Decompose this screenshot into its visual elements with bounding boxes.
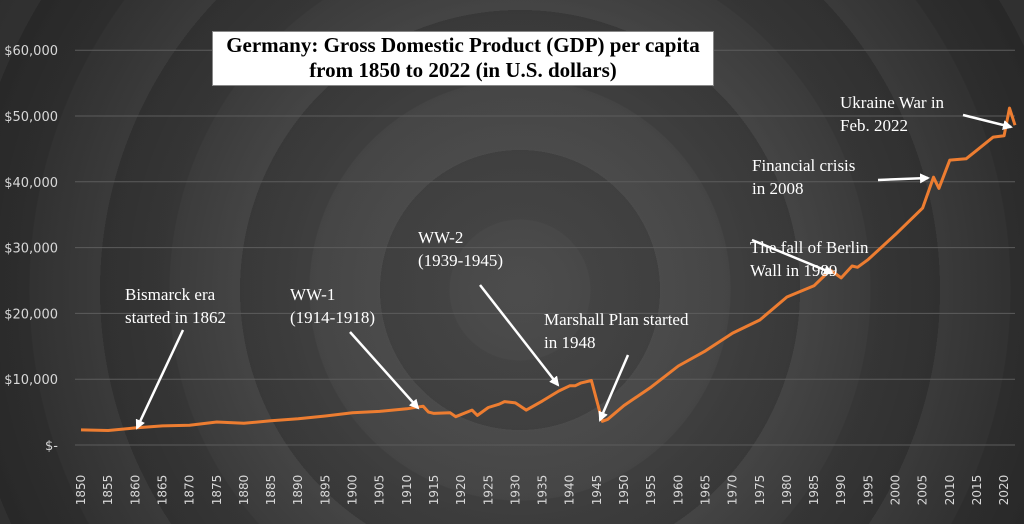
x-tick-label: 1865 — [155, 475, 169, 506]
x-tick-label: 1955 — [644, 475, 658, 506]
y-tick-label: $20,000 — [4, 307, 58, 322]
annotation-text: Feb. 2022 — [840, 116, 908, 135]
y-tick-label: $- — [45, 439, 58, 454]
title-line-1: Germany: Gross Domestic Product (GDP) pe… — [226, 33, 700, 57]
x-tick-label: 1925 — [481, 475, 495, 506]
x-tick-label: 1920 — [454, 475, 468, 506]
y-tick-label: $10,000 — [4, 373, 58, 388]
x-tick-label: 1850 — [74, 475, 88, 506]
x-tick-label: 2015 — [970, 475, 984, 506]
x-tick-label: 1990 — [834, 475, 848, 506]
x-tick-label: 1995 — [861, 475, 875, 506]
y-tick-label: $60,000 — [4, 44, 58, 59]
x-tick-label: 1905 — [373, 475, 387, 506]
annotation-arrow — [962, 113, 1013, 130]
annotation-text: started in 1862 — [125, 308, 226, 327]
annotation-arrow — [598, 354, 630, 422]
x-tick-label: 1855 — [101, 475, 115, 506]
x-tick-label: 1940 — [563, 475, 577, 506]
annotation-arrow — [751, 238, 834, 275]
y-tick-label: $30,000 — [4, 242, 58, 257]
x-tick-label: 1875 — [210, 475, 224, 506]
x-tick-label: 1950 — [617, 475, 631, 506]
x-tick-label: 1930 — [508, 475, 522, 506]
x-tick-label: 1980 — [780, 475, 794, 506]
annotation-text: in 2008 — [752, 179, 803, 198]
x-tick-label: 1975 — [753, 475, 767, 506]
annotation-text: WW-2 — [418, 228, 463, 247]
x-tick-label: 1960 — [671, 475, 685, 506]
annotation-text: (1914-1918) — [290, 308, 375, 327]
annotation-text: Financial crisis — [752, 156, 855, 175]
x-tick-label: 1945 — [590, 475, 604, 506]
x-tick-label: 1970 — [726, 475, 740, 506]
x-tick-label: 1890 — [291, 475, 305, 506]
annotation-arrow — [135, 329, 185, 430]
annotation-arrow — [877, 173, 930, 184]
gdp-series-line — [80, 106, 1017, 432]
x-tick-label: 1900 — [346, 475, 360, 506]
annotation-text: (1939-1945) — [418, 251, 503, 270]
x-tick-label: 2005 — [916, 475, 930, 506]
annotation-arrow — [479, 284, 560, 387]
x-tick-label: 1895 — [318, 475, 332, 506]
annotation-text: Ukraine War in — [840, 93, 945, 112]
x-tick-label: 1860 — [128, 475, 142, 506]
chart-title: Germany: Gross Domestic Product (GDP) pe… — [212, 31, 714, 86]
annotation-text: Bismarck era — [125, 285, 216, 304]
x-tick-label: 2020 — [997, 475, 1011, 506]
annotation-arrow — [349, 331, 420, 410]
x-tick-label: 1910 — [400, 475, 414, 506]
annotation-text: Marshall Plan started — [544, 310, 689, 329]
x-tick-label: 1885 — [264, 475, 278, 506]
x-tick-label: 2000 — [889, 475, 903, 506]
x-tick-label: 2010 — [943, 475, 957, 506]
x-tick-label: 1935 — [536, 475, 550, 506]
x-tick-label: 1985 — [807, 475, 821, 506]
annotation-text: in 1948 — [544, 333, 595, 352]
y-tick-label: $40,000 — [4, 176, 58, 191]
x-tick-label: 1965 — [698, 475, 712, 506]
title-line-2: from 1850 to 2022 (in U.S. dollars) — [309, 58, 617, 82]
y-tick-label: $50,000 — [4, 110, 58, 125]
x-tick-label: 1870 — [183, 475, 197, 506]
x-tick-label: 1915 — [427, 475, 441, 506]
x-tick-label: 1880 — [237, 475, 251, 506]
annotation-text: WW-1 — [290, 285, 335, 304]
